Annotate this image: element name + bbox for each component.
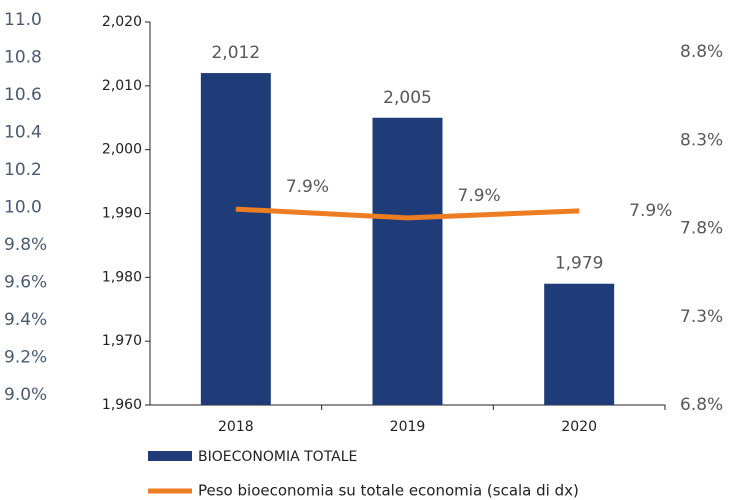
data-label: 1,979 bbox=[555, 254, 604, 274]
legend-swatch-bar bbox=[148, 451, 192, 461]
y3-tick-label: 10.0 bbox=[4, 198, 42, 218]
bar bbox=[544, 283, 615, 405]
line bbox=[235, 206, 580, 221]
data-label: 2,005 bbox=[383, 88, 432, 108]
y-tick-label: 1,960 bbox=[102, 397, 142, 413]
y-tick-label: 1,990 bbox=[102, 206, 142, 222]
y3-tick-label: 10.8 bbox=[4, 48, 42, 68]
y2-tick-label: 8.3% bbox=[680, 130, 723, 150]
y-tick-label: 2,010 bbox=[102, 78, 142, 94]
y3-tick-label: 9.4% bbox=[4, 310, 47, 330]
y3-tick-label: 10.2 bbox=[4, 160, 42, 180]
y-tick-label: 2,000 bbox=[102, 142, 142, 158]
bar bbox=[200, 73, 271, 406]
data-label: 7.9% bbox=[629, 201, 672, 221]
y3-tick-label: 9.8% bbox=[4, 235, 47, 255]
legend-label: BIOECONOMIA TOTALE bbox=[198, 449, 357, 465]
data-label: 7.9% bbox=[458, 186, 501, 206]
x-tick-label: 2019 bbox=[390, 419, 426, 435]
y3-tick-label: 9.0% bbox=[4, 385, 47, 405]
y3-tick-label: 10.4 bbox=[4, 123, 42, 143]
y-tick-label: 1,970 bbox=[102, 333, 142, 349]
data-label: 7.9% bbox=[286, 177, 329, 197]
x-tick-label: 2020 bbox=[561, 419, 597, 435]
y2-tick-label: 6.8% bbox=[680, 395, 723, 415]
y2-tick-label: 7.3% bbox=[680, 307, 723, 327]
y-tick-label: 1,980 bbox=[102, 269, 142, 285]
y3-tick-label: 9.2% bbox=[4, 348, 47, 368]
y2-tick-label: 7.8% bbox=[680, 219, 723, 239]
y3-tick-label: 11.0 bbox=[4, 10, 42, 30]
bar bbox=[372, 117, 443, 405]
legend-label: Peso bioeconomia su totale economia (sca… bbox=[198, 482, 579, 500]
y2-tick-label: 8.8% bbox=[680, 42, 723, 62]
y3-tick-label: 10.6 bbox=[4, 85, 42, 105]
y3-tick-label: 9.6% bbox=[4, 273, 47, 293]
x-tick-label: 2018 bbox=[218, 419, 254, 435]
data-label: 2,012 bbox=[211, 43, 260, 63]
y-tick-label: 2,020 bbox=[102, 14, 142, 30]
